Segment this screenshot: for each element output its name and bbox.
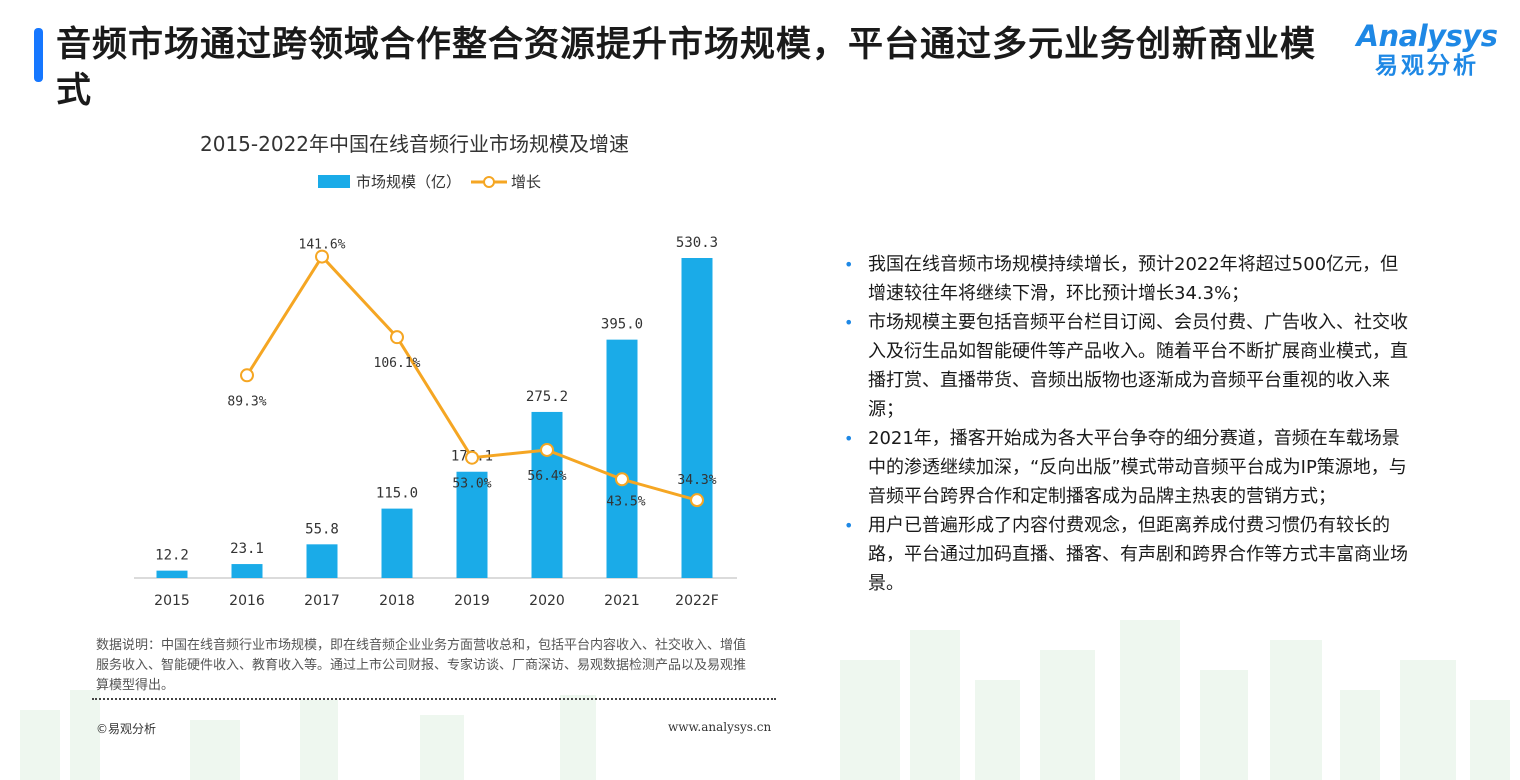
growth-value-label: 106.1%	[374, 356, 421, 371]
bar-value-label: 530.3	[676, 235, 718, 251]
growth-point-2022F	[690, 493, 704, 508]
growth-point-2020	[540, 442, 554, 457]
legend-line-label: 增长	[511, 173, 542, 191]
bar-2017	[306, 544, 338, 578]
bar-2022F	[681, 258, 713, 578]
growth-point-2017	[315, 249, 329, 264]
logo-chinese: 易观分析	[1375, 53, 1479, 79]
bar-2016	[231, 564, 263, 578]
x-tick-label: 2015	[154, 593, 190, 609]
x-tick-label: 2018	[379, 593, 415, 609]
bar-value-label: 23.1	[230, 541, 264, 557]
insight-item: 我国在线音频市场规模持续增长，预计2022年将超过500亿元，但增速较往年将继续…	[842, 250, 1412, 308]
growth-value-label: 53.0%	[452, 477, 491, 492]
insight-item: 用户已普遍形成了内容付费观念，但距离养成付费习惯仍有较长的路，平台通过加码直播、…	[842, 511, 1412, 598]
footer-divider	[92, 698, 776, 700]
bar-2020	[531, 411, 563, 578]
bar-2015	[156, 570, 188, 578]
bar-2019	[456, 471, 488, 578]
bar-2018	[381, 508, 413, 578]
bar-2021	[606, 339, 638, 578]
bar-value-label: 12.2	[155, 548, 189, 564]
x-tick-label: 2017	[304, 593, 340, 609]
x-tick-label: 2019	[454, 593, 490, 609]
legend-bar-label: 市场规模（亿）	[356, 173, 462, 191]
bar-value-label: 275.2	[526, 389, 568, 405]
chart-legend: 市场规模（亿） 增长	[318, 171, 551, 192]
page-title: 音频市场通过跨领域合作整合资源提升市场规模，平台通过多元业务创新商业模式	[56, 25, 1317, 111]
growth-value-label: 89.3%	[227, 394, 266, 409]
data-note: 数据说明：中国在线音频行业市场规模，即在线音频企业业务方面营收总和，包括平台内容…	[96, 638, 747, 693]
insight-item: 市场规模主要包括音频平台栏目订阅、会员付费、广告收入、社交收入及衍生品如智能硬件…	[842, 308, 1412, 424]
title-accent-bar	[34, 28, 43, 82]
x-tick-label: 2020	[529, 593, 565, 609]
analysys-logo: Analysys 易观分析	[1352, 20, 1502, 80]
legend-bar-swatch	[318, 175, 350, 188]
bar-value-label: 115.0	[376, 486, 418, 502]
growth-value-label: 56.4%	[527, 469, 566, 484]
insight-item: 2021年，播客开始成为各大平台争夺的细分赛道，音频在车载场景中的渗透继续加深，…	[842, 424, 1412, 511]
market-size-chart: 12.223.155.8115.0176.1275.2395.0530.3201…	[134, 235, 737, 609]
legend-item-line: 增长	[471, 171, 541, 192]
x-tick-label: 2022F	[675, 593, 719, 609]
chart-title: 2015-2022年中国在线音频行业市场规模及增速	[200, 132, 630, 156]
growth-point-2016	[240, 368, 254, 383]
growth-value-label: 34.3%	[677, 473, 716, 488]
legend-line-swatch	[471, 175, 508, 188]
bar-value-label: 395.0	[601, 317, 643, 333]
copyright: ©易观分析	[96, 722, 157, 736]
growth-value-label: 141.6%	[299, 238, 346, 253]
website-link[interactable]: www.analysys.cn	[668, 720, 772, 734]
legend-item-bar: 市场规模（亿）	[318, 171, 461, 192]
x-tick-label: 2021	[604, 593, 640, 609]
logo-english: Analysys	[1356, 19, 1498, 53]
x-tick-label: 2016	[229, 593, 265, 609]
growth-point-2018	[390, 330, 404, 345]
growth-point-2021	[615, 472, 629, 487]
growth-value-label: 43.5%	[606, 494, 645, 509]
bar-value-label: 55.8	[305, 521, 339, 537]
growth-point-2019	[465, 450, 479, 465]
insight-list: 我国在线音频市场规模持续增长，预计2022年将超过500亿元，但增速较往年将继续…	[842, 250, 1412, 598]
